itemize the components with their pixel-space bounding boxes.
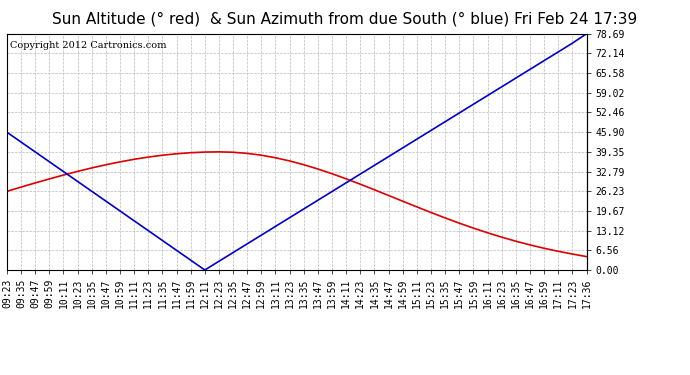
Text: Copyright 2012 Cartronics.com: Copyright 2012 Cartronics.com (10, 41, 166, 50)
Text: Sun Altitude (° red)  & Sun Azimuth from due South (° blue) Fri Feb 24 17:39: Sun Altitude (° red) & Sun Azimuth from … (52, 11, 638, 26)
